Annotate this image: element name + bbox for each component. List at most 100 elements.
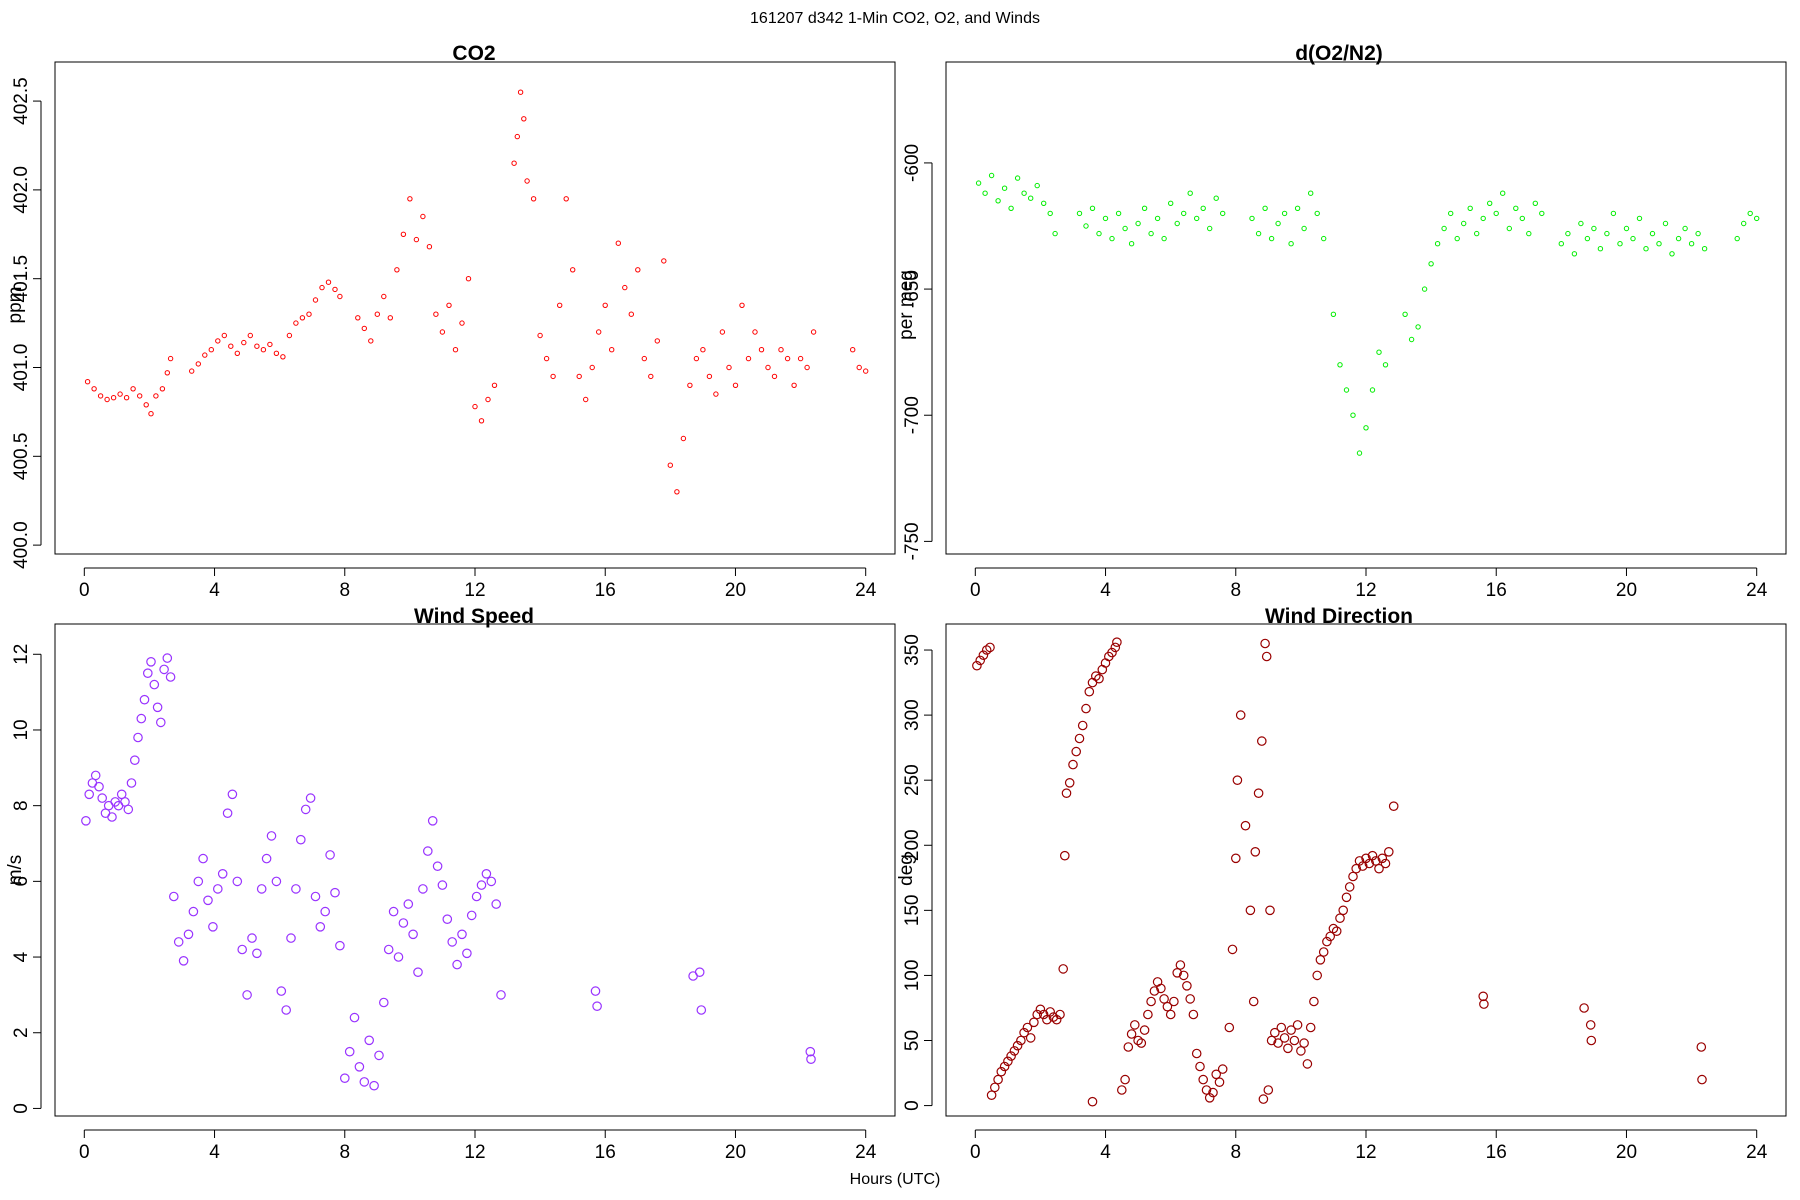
co2-data-point bbox=[407, 196, 413, 202]
wind_direction-data-point bbox=[1374, 863, 1384, 874]
wind_speed-x-tick-label: 24 bbox=[855, 1142, 877, 1163]
wind_direction-data-point bbox=[1312, 970, 1322, 981]
o2-data-point bbox=[1083, 223, 1089, 229]
o2-data-point bbox=[1506, 225, 1513, 232]
co2-data-point bbox=[123, 395, 130, 401]
wind_speed-data-point bbox=[471, 891, 482, 902]
o2-data-point bbox=[1321, 235, 1327, 242]
wind_speed-data-point bbox=[232, 876, 243, 887]
wind_direction-data-point bbox=[1016, 1035, 1026, 1046]
wind_direction-data-point bbox=[1120, 1074, 1130, 1085]
o2-data-point bbox=[1747, 210, 1753, 217]
o2-data-point bbox=[1187, 190, 1193, 196]
wind_speed-data-point bbox=[90, 770, 101, 781]
wind_direction-y-tick-label: 300 bbox=[902, 699, 923, 731]
co2-data-point bbox=[394, 267, 400, 273]
wind_direction-data-point bbox=[1091, 671, 1101, 681]
co2-data-point bbox=[325, 279, 332, 285]
co2-data-point bbox=[745, 355, 752, 362]
wind_direction-data-point bbox=[986, 1090, 997, 1100]
wind_direction-data-point bbox=[999, 1061, 1010, 1072]
o2-data-point bbox=[1695, 230, 1701, 237]
wind_direction-data-point bbox=[1258, 1094, 1269, 1104]
wind_direction-data-point bbox=[1185, 994, 1195, 1004]
wind_speed-data-point bbox=[271, 876, 282, 887]
co2-data-point bbox=[426, 244, 433, 250]
o2-data-point bbox=[1115, 210, 1122, 217]
co2-data-point bbox=[856, 364, 862, 371]
co2-data-point bbox=[771, 373, 778, 380]
o2-data-point bbox=[1288, 241, 1294, 247]
wind_speed-data-point bbox=[398, 918, 409, 928]
co2-data-point bbox=[381, 293, 387, 300]
wind_direction-data-point bbox=[1331, 926, 1342, 936]
wind_speed-data-point bbox=[84, 789, 94, 800]
figure-title: 161207 d342 1-Min CO2, O2, and Winds bbox=[750, 10, 1040, 27]
wind_direction-data-point bbox=[1064, 777, 1075, 788]
o2-plot-frame bbox=[945, 61, 1787, 555]
o2-x-tick-label: 0 bbox=[970, 580, 981, 601]
o2-y-tick-label: -750 bbox=[902, 522, 923, 560]
co2-data-point bbox=[286, 332, 293, 339]
co2-data-point bbox=[517, 89, 524, 95]
o2-data-point bbox=[1428, 261, 1434, 267]
o2-data-point bbox=[1701, 246, 1708, 252]
o2-data-point bbox=[1194, 215, 1200, 222]
wind_direction-x-tick-label: 16 bbox=[1486, 1142, 1507, 1163]
o2-data-point bbox=[1480, 215, 1486, 222]
wind_direction-data-point bbox=[985, 642, 995, 653]
wind_direction-data-point bbox=[1371, 856, 1381, 866]
wind_speed-data-point bbox=[94, 781, 104, 792]
wind_speed-data-point bbox=[432, 861, 443, 871]
o2-data-point bbox=[1734, 235, 1740, 242]
wind_direction-data-point bbox=[1081, 703, 1091, 714]
co2-data-point bbox=[758, 347, 765, 353]
wind_speed-data-point bbox=[227, 789, 238, 800]
wind_speed-data-point bbox=[136, 713, 147, 724]
wind_speed-data-point bbox=[291, 884, 301, 894]
o2-data-point bbox=[1174, 220, 1180, 227]
o2-data-point bbox=[1617, 241, 1623, 247]
wind_direction-data-point bbox=[1361, 853, 1371, 864]
co2-data-point bbox=[726, 364, 732, 371]
o2-data-point bbox=[1493, 210, 1499, 217]
co2-x-tick-label: 4 bbox=[209, 580, 220, 601]
co2-data-point bbox=[739, 302, 745, 308]
wind_speed-data-point bbox=[427, 815, 438, 826]
o2-data-point bbox=[1021, 190, 1027, 196]
o2-data-point bbox=[1474, 230, 1480, 237]
co2-data-point bbox=[628, 311, 634, 317]
wind-direction-panel: Wind Direction deg 0 4 8 12 16 20 24 0 50 100 150 2… bbox=[896, 605, 1787, 1163]
wind_direction-data-point bbox=[1048, 1012, 1059, 1022]
o2-data-point bbox=[1350, 412, 1356, 418]
wind_direction-data-point bbox=[1159, 994, 1169, 1004]
wind_speed-data-point bbox=[193, 876, 204, 887]
x-axis-label: Hours (UTC) bbox=[850, 1171, 941, 1188]
wind_direction-data-point bbox=[1296, 1046, 1306, 1056]
wind_speed-y-tick-label: 4 bbox=[11, 951, 32, 962]
wind_speed-data-point bbox=[378, 997, 389, 1008]
wind_direction-x-tick-label: 8 bbox=[1230, 1142, 1241, 1163]
wind_speed-data-point bbox=[408, 929, 418, 940]
wind_direction-data-point bbox=[1318, 947, 1329, 957]
co2-data-point bbox=[491, 382, 498, 388]
o2-data-point bbox=[1294, 205, 1301, 212]
wind_direction-y-tick-label: 200 bbox=[902, 829, 923, 861]
wind_direction-data-point bbox=[1169, 996, 1179, 1007]
o2-data-point bbox=[1148, 230, 1154, 237]
wind_direction-data-point bbox=[1087, 1096, 1098, 1107]
wind_direction-data-point bbox=[1585, 1020, 1596, 1030]
wind_speed-data-point bbox=[97, 793, 107, 803]
wind_speed-data-point bbox=[276, 986, 287, 996]
wind_speed-data-point bbox=[388, 906, 399, 917]
wind_direction-data-point bbox=[1012, 1040, 1023, 1051]
wind_speed-data-point bbox=[149, 679, 160, 690]
wind_direction-data-point bbox=[1260, 638, 1270, 649]
o2-data-point bbox=[982, 190, 988, 196]
co2-data-point bbox=[609, 347, 615, 353]
co2-data-point bbox=[413, 236, 420, 243]
co2-data-point bbox=[596, 329, 602, 335]
wind_speed-data-point bbox=[256, 884, 267, 894]
co2-data-point bbox=[778, 347, 784, 353]
o2-panel: d(O2/N2) per meg 0 4 8 12 16 20 24 -750 -700 -650… bbox=[896, 42, 1787, 601]
